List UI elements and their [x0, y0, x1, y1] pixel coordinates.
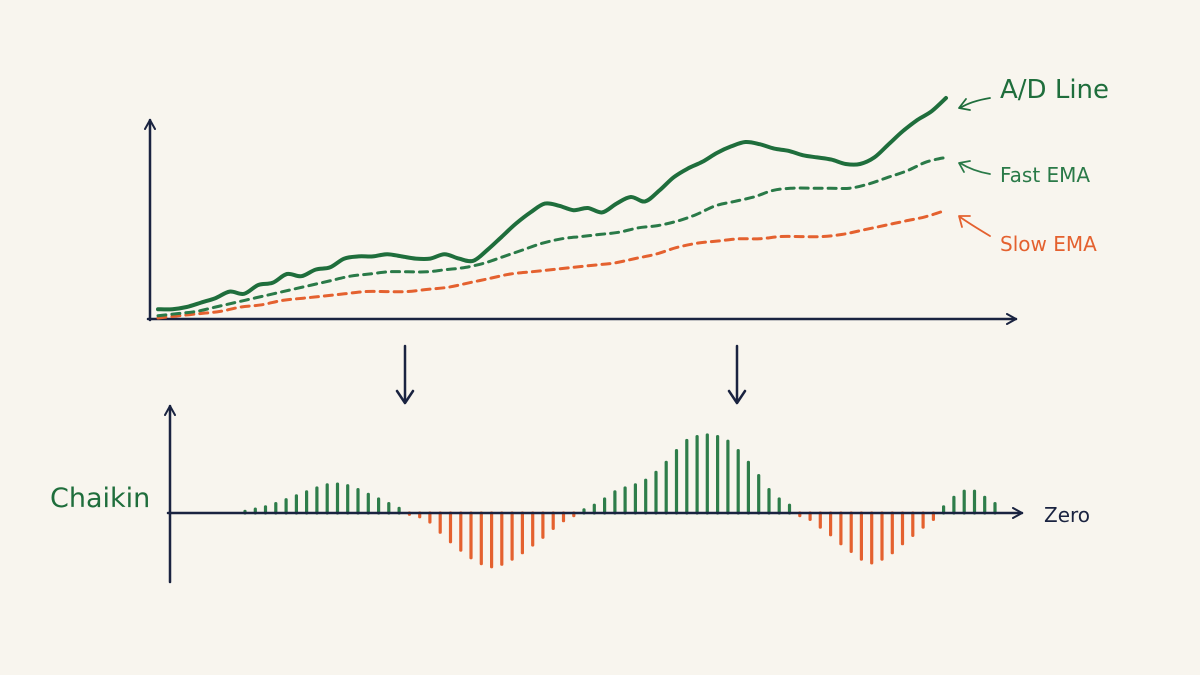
ad-line-label: A/D Line — [1000, 75, 1109, 105]
ad-line-callout: A/D Line — [958, 75, 1109, 111]
down-arrow-left — [395, 344, 415, 405]
oscillator-label: Chaikin — [50, 483, 150, 514]
down-arrow-right — [727, 344, 747, 405]
slow-ema-line — [156, 208, 948, 320]
upper-panel: A/D Line Fast EMA Slow EMA — [144, 75, 1109, 325]
ad-line — [156, 96, 948, 312]
slow-ema-callout: Slow EMA — [958, 215, 1097, 256]
slow-ema-label: Slow EMA — [1000, 232, 1097, 256]
zero-label: Zero — [1044, 503, 1090, 527]
oscillator-bars — [243, 433, 997, 569]
fast-ema-callout: Fast EMA — [958, 160, 1090, 187]
fast-ema-label: Fast EMA — [1000, 163, 1090, 187]
fast-ema-line — [156, 155, 948, 318]
lower-panel: Chaikin Zero — [50, 404, 1090, 584]
connector-arrows — [395, 344, 747, 405]
